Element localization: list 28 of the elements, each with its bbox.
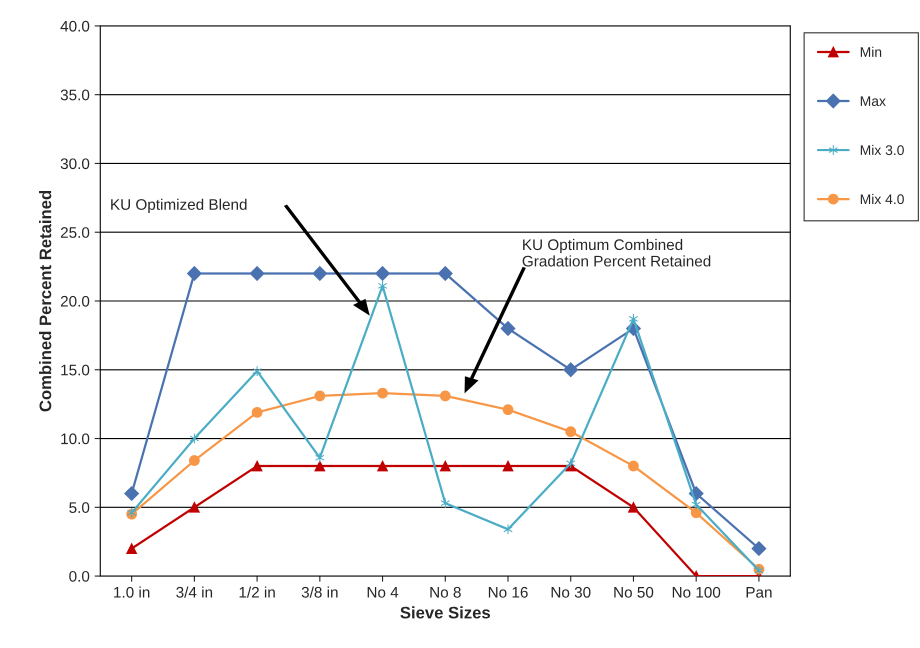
y-tick-label: 0.0 [69,570,90,582]
legend-label: Mix 4.0 [860,194,904,204]
x-tick-label: 3/4 in [176,586,212,598]
x-tick-label: Pan [746,587,772,598]
y-tick-label: 35.0 [60,90,90,100]
annotation: KU Optimized Blend [111,198,247,213]
y-axis-title: Combined Percent Retained [39,190,52,412]
x-tick-label: 1.0 in [114,586,150,598]
y-tick-label: 40.0 [60,20,90,32]
x-tick-label: 1/2 in [240,586,275,598]
x-tick-label: No 50 [614,586,654,598]
x-tick-label: No 16 [488,586,528,598]
x-tick-label: No 30 [552,586,591,598]
y-tick-label: 30.0 [60,158,90,170]
y-tick-label: 10.0 [61,433,90,444]
legend-label: Max [860,96,886,106]
annotation: KU Optimum Combined Gradation Percent Retained [522,238,710,267]
y-tick-label: 20.0 [60,296,90,307]
y-tick-label: 25.0 [60,227,90,238]
x-tick-label: No 4 [368,587,398,598]
y-tick-label: 5.0 [69,502,90,513]
x-tick-label: No 100 [672,586,720,598]
y-tick-label: 15.0 [61,364,90,376]
legend-label: Min [860,46,882,57]
x-axis-title: Sieve Sizes [400,606,490,619]
legend-label: Mix 3.0 [860,144,904,156]
x-tick-label: No 8 [430,586,461,598]
x-tick-label: 3/8 in [302,586,338,598]
